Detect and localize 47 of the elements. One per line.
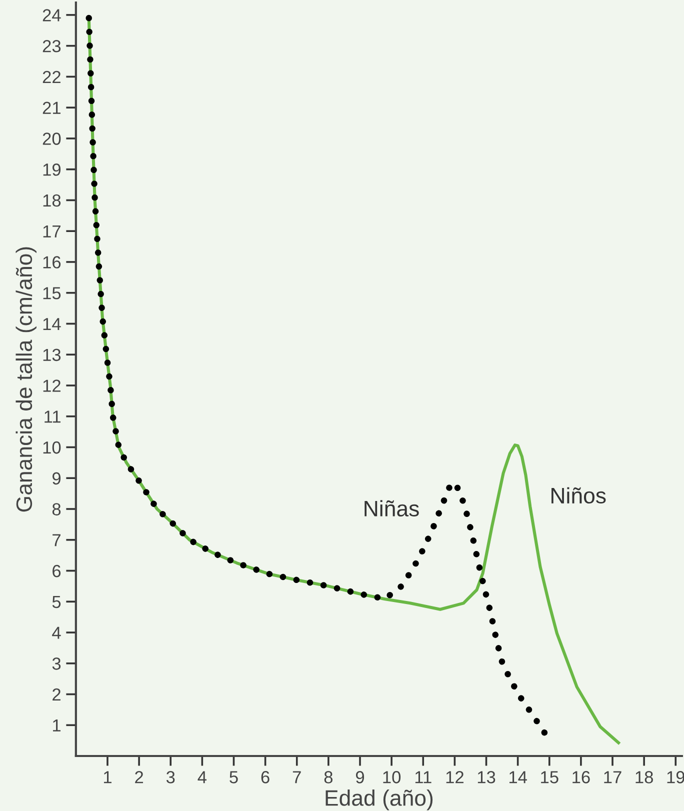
x-tick-label: 3 bbox=[166, 771, 175, 784]
x-tick-label: 9 bbox=[356, 771, 364, 784]
y-tick-label: 23 bbox=[42, 40, 61, 52]
y-axis-title: Ganancia de talla (cm/año) bbox=[16, 247, 36, 512]
x-tick-label: 16 bbox=[572, 771, 590, 784]
y-tick-label: 9 bbox=[52, 472, 61, 485]
x-tick-label: 18 bbox=[636, 771, 653, 784]
y-tick-label: 21 bbox=[42, 102, 60, 114]
y-tick-label: 1 bbox=[53, 719, 60, 732]
y-tick-label: 12 bbox=[43, 380, 60, 392]
series-label: Niños bbox=[552, 487, 606, 504]
x-tick-label: 1 bbox=[104, 771, 112, 784]
y-tick-label: 17 bbox=[43, 225, 60, 238]
y-tick-label: 10 bbox=[43, 441, 61, 454]
y-tick-label: 13 bbox=[43, 348, 61, 362]
y-tick-label: 19 bbox=[43, 164, 61, 176]
x-tick-label: 17 bbox=[604, 771, 622, 784]
y-tick-label: 8 bbox=[52, 503, 61, 516]
y-tick-label: 4 bbox=[52, 626, 61, 639]
x-tick-label: 14 bbox=[509, 771, 527, 784]
x-axis-title: Edad (año) bbox=[326, 790, 433, 810]
x-tick-label: 13 bbox=[478, 771, 496, 784]
y-tick-label: 2 bbox=[52, 688, 60, 701]
series-label: Niñas bbox=[364, 500, 419, 516]
x-tick-label: 10 bbox=[383, 771, 401, 784]
y-tick-label: 5 bbox=[52, 596, 61, 608]
x-tick-label: 6 bbox=[261, 771, 270, 784]
y-tick-label: 7 bbox=[52, 534, 60, 546]
y-tick-label: 18 bbox=[43, 194, 61, 207]
x-tick-label: 8 bbox=[324, 771, 333, 784]
x-tick-label: 2 bbox=[135, 771, 144, 784]
x-tick-label: 15 bbox=[541, 771, 558, 784]
x-tick-label: 4 bbox=[198, 771, 206, 784]
x-tick-label: 11 bbox=[415, 771, 432, 784]
y-tick-label: 24 bbox=[42, 9, 61, 22]
x-tick-label: 7 bbox=[292, 771, 301, 784]
y-tick-label: 14 bbox=[43, 318, 61, 330]
y-tick-label: 3 bbox=[52, 658, 61, 670]
x-tick-label: 12 bbox=[446, 771, 464, 784]
y-tick-label: 6 bbox=[52, 564, 61, 578]
y-tick-label: 16 bbox=[43, 256, 61, 268]
y-tick-label: 22 bbox=[42, 70, 60, 83]
x-tick-label: 19 bbox=[667, 771, 684, 784]
y-tick-label: 15 bbox=[43, 287, 61, 300]
y-tick-label: 20 bbox=[42, 132, 61, 145]
y-tick-label: 11 bbox=[44, 410, 60, 423]
x-tick-label: 5 bbox=[230, 771, 238, 784]
